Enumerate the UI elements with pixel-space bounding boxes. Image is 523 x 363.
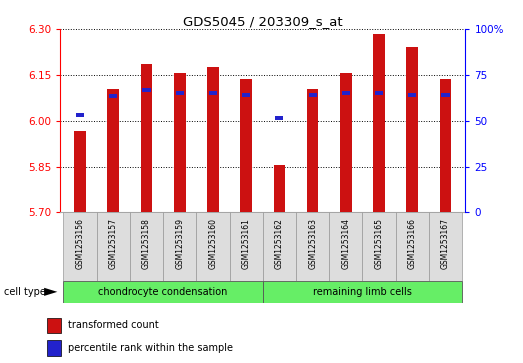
Text: GSM1253160: GSM1253160 xyxy=(209,218,218,269)
Bar xyxy=(340,73,351,212)
Bar xyxy=(275,116,283,120)
Bar xyxy=(242,93,251,97)
Text: GSM1253164: GSM1253164 xyxy=(342,218,350,269)
Text: GSM1253157: GSM1253157 xyxy=(109,218,118,269)
Bar xyxy=(263,212,296,281)
Bar xyxy=(130,212,163,281)
Bar xyxy=(230,212,263,281)
Text: remaining limb cells: remaining limb cells xyxy=(313,287,412,297)
Bar xyxy=(441,93,450,97)
Bar xyxy=(176,91,184,95)
Bar xyxy=(47,318,61,333)
Bar xyxy=(163,212,196,281)
Bar xyxy=(309,93,317,97)
Bar xyxy=(63,212,97,281)
Bar xyxy=(373,34,385,212)
Bar xyxy=(375,91,383,95)
Bar xyxy=(296,212,329,281)
Text: GSM1253156: GSM1253156 xyxy=(76,218,85,269)
Bar xyxy=(97,212,130,281)
Bar xyxy=(263,281,462,303)
Bar xyxy=(440,79,451,212)
Text: GSM1253166: GSM1253166 xyxy=(408,218,417,269)
Bar xyxy=(241,79,252,212)
Bar xyxy=(196,212,230,281)
Bar xyxy=(74,131,86,212)
Text: cell type: cell type xyxy=(4,287,46,297)
Bar xyxy=(207,67,219,212)
Bar xyxy=(174,73,186,212)
Title: GDS5045 / 203309_s_at: GDS5045 / 203309_s_at xyxy=(183,15,343,28)
Bar xyxy=(141,64,152,212)
Text: GSM1253162: GSM1253162 xyxy=(275,218,284,269)
Text: GSM1253165: GSM1253165 xyxy=(374,218,383,269)
Bar xyxy=(76,113,84,117)
Bar xyxy=(209,91,217,95)
Bar xyxy=(362,212,396,281)
Text: GSM1253163: GSM1253163 xyxy=(308,218,317,269)
Bar xyxy=(307,89,319,212)
Bar xyxy=(108,89,119,212)
Bar xyxy=(396,212,429,281)
Bar xyxy=(47,340,61,356)
Bar xyxy=(142,88,151,92)
Text: percentile rank within the sample: percentile rank within the sample xyxy=(68,343,233,353)
Bar xyxy=(429,212,462,281)
Bar xyxy=(408,93,416,97)
Bar xyxy=(406,47,418,212)
Text: GSM1253158: GSM1253158 xyxy=(142,218,151,269)
Text: chondrocyte condensation: chondrocyte condensation xyxy=(98,287,228,297)
Bar xyxy=(109,94,117,98)
Polygon shape xyxy=(44,288,58,296)
Text: GSM1253159: GSM1253159 xyxy=(175,218,184,269)
Bar xyxy=(274,165,285,212)
Text: GSM1253167: GSM1253167 xyxy=(441,218,450,269)
Bar xyxy=(63,281,263,303)
Text: transformed count: transformed count xyxy=(68,321,158,330)
Text: GSM1253161: GSM1253161 xyxy=(242,218,251,269)
Bar xyxy=(329,212,362,281)
Bar xyxy=(342,91,350,95)
